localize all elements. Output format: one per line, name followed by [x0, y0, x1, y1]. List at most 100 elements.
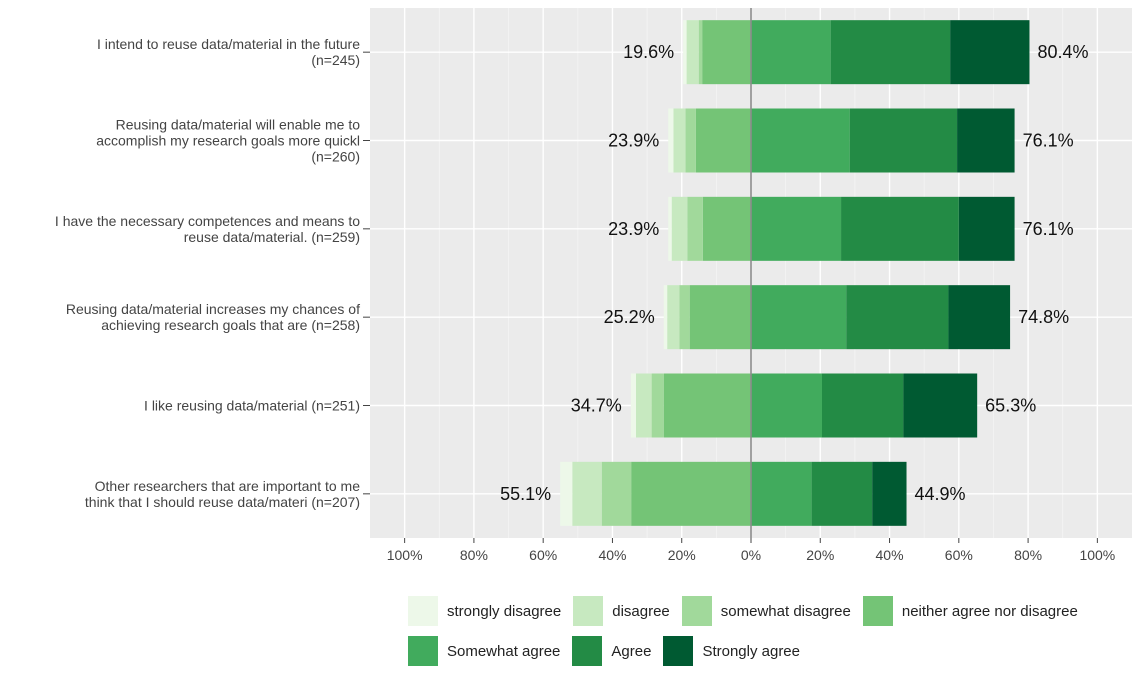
x-tick-label: 20%	[806, 547, 834, 563]
bar-segment	[958, 196, 1015, 261]
legend-swatch	[862, 596, 893, 626]
positive-total-label: 76.1%	[1023, 219, 1074, 239]
bar-segment	[811, 461, 873, 526]
bar-segment	[903, 373, 978, 438]
x-tick-label: 0%	[741, 547, 761, 563]
category-label: (n=260)	[311, 149, 360, 165]
category-label: Reusing data/material will enable me to	[116, 117, 361, 133]
bar-segment	[751, 285, 847, 350]
bar-segment	[830, 20, 951, 85]
category-label: (n=245)	[311, 52, 360, 68]
bar-segment	[663, 373, 751, 438]
legend-label: Somewhat agree	[447, 642, 561, 660]
bar-segment	[631, 461, 751, 526]
bar-segment	[695, 108, 751, 173]
bar-segment	[687, 196, 703, 261]
bar-segment	[685, 108, 696, 173]
x-tick-label: 100%	[387, 547, 423, 563]
negative-total-label: 34.7%	[571, 396, 622, 416]
x-tick-label: 60%	[945, 547, 973, 563]
x-tick-label: 20%	[668, 547, 696, 563]
negative-total-label: 23.9%	[608, 219, 659, 239]
x-tick-label: 60%	[529, 547, 557, 563]
bar-segment	[667, 285, 680, 350]
bar-segment	[671, 196, 688, 261]
legend-swatch	[572, 636, 603, 666]
legend-swatch	[408, 596, 438, 626]
legend-label: Strongly agree	[702, 642, 800, 660]
category-label: Reusing data/material increases my chanc…	[66, 301, 360, 317]
category-label: Other researchers that are important to …	[95, 478, 361, 494]
x-tick-label: 80%	[460, 547, 488, 563]
negative-total-label: 23.9%	[608, 131, 659, 151]
positive-total-label: 65.3%	[985, 396, 1036, 416]
positive-total-label: 74.8%	[1018, 307, 1069, 327]
bar-segment	[872, 461, 907, 526]
category-label: I like reusing data/material (n=251)	[144, 398, 360, 414]
legend: strongly disagree disagree somewhat disa…	[408, 591, 1128, 671]
legend-label: strongly disagree	[447, 602, 562, 620]
legend-label: disagree	[612, 602, 670, 620]
bar-segment	[630, 373, 637, 438]
legend-item-neither-agree-nor-disagree: neither agree nor disagree	[862, 596, 1078, 626]
bar-segment	[702, 196, 751, 261]
legend-label: Agree	[611, 642, 652, 660]
bar-segment	[957, 108, 1015, 173]
bar-segment	[673, 108, 686, 173]
x-tick-label: 100%	[1079, 547, 1115, 563]
bar-segment	[668, 108, 674, 173]
legend-swatch	[573, 596, 604, 626]
positive-total-label: 44.9%	[915, 484, 966, 504]
category-label: achieving research goals that are (n=258…	[101, 317, 360, 333]
category-label: I have the necessary competences and mea…	[55, 213, 360, 229]
legend-item-somewhat-disagree: somewhat disagree	[681, 596, 851, 626]
bar-segment	[572, 461, 602, 526]
positive-total-label: 80.4%	[1037, 42, 1088, 62]
bar-segment	[702, 20, 751, 85]
negative-total-label: 19.6%	[623, 42, 674, 62]
bar-segment	[751, 196, 842, 261]
bar-segment	[560, 461, 573, 526]
bar-segment	[636, 373, 652, 438]
category-label: reuse data/material. (n=259)	[184, 229, 360, 245]
bar-segment	[668, 196, 672, 261]
bar-segment	[698, 20, 703, 85]
legend-row: Somewhat agree Agree Strongly agree	[408, 631, 1128, 671]
negative-total-label: 25.2%	[604, 307, 655, 327]
legend-item-strongly-disagree: strongly disagree	[408, 596, 561, 626]
legend-item-somewhat-agree: Somewhat agree	[408, 636, 560, 666]
legend-item-agree: Agree	[572, 636, 651, 666]
bar-segment	[679, 285, 690, 350]
legend-swatch	[408, 636, 438, 666]
bar-segment	[751, 461, 812, 526]
bar-segment	[948, 285, 1011, 350]
bar-segment	[651, 373, 664, 438]
bar-segment	[751, 20, 831, 85]
bar-segment	[751, 108, 850, 173]
legend-item-strongly-agree: Strongly agree	[663, 636, 800, 666]
x-tick-label: 40%	[598, 547, 626, 563]
positive-total-label: 76.1%	[1023, 131, 1074, 151]
bar-segment	[846, 285, 949, 350]
x-tick-label: 80%	[1014, 547, 1042, 563]
legend-label: somewhat disagree	[720, 602, 851, 620]
bar-segment	[663, 285, 668, 350]
category-label: think that I should reuse data/materi (n…	[85, 494, 360, 510]
category-label: I intend to reuse data/material in the f…	[97, 36, 360, 52]
bar-segment	[849, 108, 958, 173]
legend-swatch	[681, 596, 712, 626]
legend-item-disagree: disagree	[573, 596, 670, 626]
bar-segment	[686, 20, 699, 85]
legend-row: strongly disagree disagree somewhat disa…	[408, 591, 1128, 631]
bar-segment	[683, 20, 687, 85]
negative-total-label: 55.1%	[500, 484, 551, 504]
bar-segment	[601, 461, 632, 526]
bar-segment	[822, 373, 904, 438]
bar-segment	[950, 20, 1030, 85]
x-tick-label: 40%	[876, 547, 904, 563]
bar-segment	[841, 196, 959, 261]
bar-segment	[689, 285, 751, 350]
legend-swatch	[663, 636, 694, 666]
